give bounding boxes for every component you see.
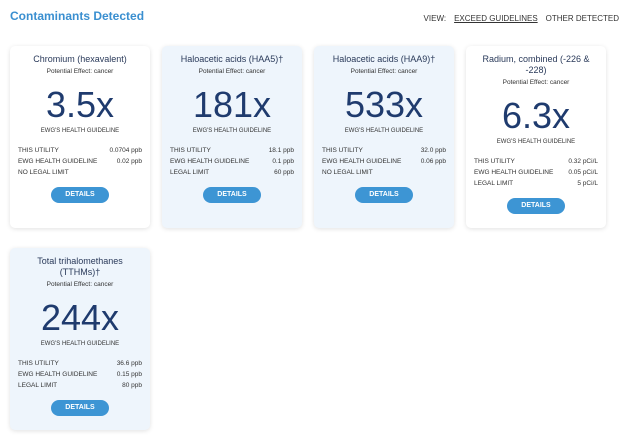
measurement-value: 5 pCi/L <box>577 180 598 187</box>
measurement-rows: THIS UTILITY 0.32 pCi/L EWG HEALTH GUIDELI… <box>474 156 598 189</box>
measurement-rows: THIS UTILITY 36.6 ppb EWG HEALTH GUIDELINE… <box>18 358 142 391</box>
measurement-row: EWG HEALTH GUIDELINE 0.15 ppb <box>18 369 142 380</box>
measurement-label: EWG HEALTH GUIDELINE <box>18 158 98 165</box>
measurement-label: LEGAL LIMIT <box>474 180 514 187</box>
measurement-rows: THIS UTILITY 18.1 ppb EWG HEALTH GUIDELINE… <box>170 145 294 178</box>
measurement-value: 32.0 ppb <box>420 147 446 154</box>
measurement-rows: THIS UTILITY 0.0704 ppb EWG HEALTH GUIDELI… <box>18 145 142 178</box>
measurement-label: EWG HEALTH GUIDELINE <box>474 169 554 176</box>
contaminant-name: Total trihalomethanes (TTHMs)† <box>37 256 123 277</box>
measurement-row: EWG HEALTH GUIDELINE 0.02 ppb <box>18 156 142 167</box>
guideline-multiple: 3.5x <box>45 84 115 125</box>
contaminant-card: Radium, combined (-226 & -228) Potential… <box>466 46 606 228</box>
contaminant-card: Haloacetic acids (HAA5)† Potential Effec… <box>162 46 302 228</box>
measurement-value: 0.02 ppb <box>116 158 142 165</box>
potential-effect: Potential Effect: cancer <box>350 68 418 75</box>
guideline-multiple: 244x <box>40 297 120 338</box>
contaminant-name: Radium, combined (-226 & -228) <box>482 54 590 75</box>
measurement-row: NO LEGAL LIMIT <box>322 167 446 178</box>
measurement-rows: THIS UTILITY 32.0 ppb EWG HEALTH GUIDELINE… <box>322 145 446 178</box>
details-button[interactable]: DETAILS <box>51 187 109 203</box>
measurement-value: 36.6 ppb <box>116 360 142 367</box>
view-exceed-guidelines[interactable]: EXCEED GUIDELINES <box>454 14 538 23</box>
contaminant-name: Haloacetic acids (HAA5)† <box>180 54 284 64</box>
guideline-label: EWG'S HEALTH GUIDELINE <box>40 128 120 134</box>
view-switcher: VIEW: EXCEED GUIDELINES OTHER DETECTED <box>424 14 619 23</box>
measurement-label: NO LEGAL LIMIT <box>18 169 69 176</box>
view-other-detected[interactable]: OTHER DETECTED <box>545 14 619 23</box>
measurement-row: NO LEGAL LIMIT <box>18 167 142 178</box>
measurement-label: LEGAL LIMIT <box>170 169 210 176</box>
guideline-label: EWG'S HEALTH GUIDELINE <box>496 139 576 145</box>
details-button[interactable]: DETAILS <box>355 187 413 203</box>
measurement-row: LEGAL LIMIT 5 pCi/L <box>474 178 598 189</box>
measurement-label: EWG HEALTH GUIDELINE <box>18 371 98 378</box>
measurement-label: LEGAL LIMIT <box>18 382 58 389</box>
measurement-row: THIS UTILITY 32.0 ppb <box>322 145 446 156</box>
guideline-label: EWG'S HEALTH GUIDELINE <box>344 128 424 134</box>
measurement-label: THIS UTILITY <box>18 147 59 154</box>
measurement-value: 0.32 pCi/L <box>568 158 598 165</box>
measurement-value: 0.0704 ppb <box>109 147 142 154</box>
measurement-label: THIS UTILITY <box>170 147 211 154</box>
measurement-label: THIS UTILITY <box>474 158 515 165</box>
measurement-label: EWG HEALTH GUIDELINE <box>322 158 402 165</box>
measurement-value: 0.1 ppb <box>272 158 294 165</box>
details-button[interactable]: DETAILS <box>203 187 261 203</box>
measurement-value: 80 ppb <box>122 382 142 389</box>
contaminant-card: Chromium (hexavalent) Potential Effect: … <box>10 46 150 228</box>
contaminant-name: Chromium (hexavalent) <box>33 54 127 64</box>
guideline-label: EWG'S HEALTH GUIDELINE <box>40 341 120 347</box>
measurement-value: 0.05 pCi/L <box>568 169 598 176</box>
potential-effect: Potential Effect: cancer <box>46 281 114 288</box>
measurement-value: 0.15 ppb <box>116 371 142 378</box>
potential-effect: Potential Effect: cancer <box>502 79 570 86</box>
guideline-multiple: 181x <box>192 84 272 125</box>
details-button[interactable]: DETAILS <box>507 198 565 214</box>
measurement-row: THIS UTILITY 18.1 ppb <box>170 145 294 156</box>
guideline-label: EWG'S HEALTH GUIDELINE <box>192 128 272 134</box>
potential-effect: Potential Effect: cancer <box>46 68 114 75</box>
measurement-row: THIS UTILITY 0.0704 ppb <box>18 145 142 156</box>
contaminant-card: Total trihalomethanes (TTHMs)† Potential… <box>10 248 150 430</box>
guideline-multiple: 533x <box>344 84 424 125</box>
measurement-label: THIS UTILITY <box>322 147 363 154</box>
measurement-label: THIS UTILITY <box>18 360 59 367</box>
measurement-value: 0.06 ppb <box>420 158 446 165</box>
measurement-label: EWG HEALTH GUIDELINE <box>170 158 250 165</box>
guideline-multiple: 6.3x <box>501 95 571 136</box>
contaminant-name: Haloacetic acids (HAA9)† <box>332 54 436 64</box>
potential-effect: Potential Effect: cancer <box>198 68 266 75</box>
measurement-value: 18.1 ppb <box>268 147 294 154</box>
measurement-row: EWG HEALTH GUIDELINE 0.06 ppb <box>322 156 446 167</box>
measurement-row: THIS UTILITY 0.32 pCi/L <box>474 156 598 167</box>
measurement-row: LEGAL LIMIT 60 ppb <box>170 167 294 178</box>
measurement-value: 60 ppb <box>274 169 294 176</box>
measurement-label: NO LEGAL LIMIT <box>322 169 373 176</box>
contaminant-card: Haloacetic acids (HAA9)† Potential Effec… <box>314 46 454 228</box>
view-label: VIEW: <box>423 14 447 23</box>
measurement-row: EWG HEALTH GUIDELINE 0.05 pCi/L <box>474 167 598 178</box>
details-button[interactable]: DETAILS <box>51 400 109 416</box>
measurement-row: THIS UTILITY 36.6 ppb <box>18 358 142 369</box>
measurement-row: EWG HEALTH GUIDELINE 0.1 ppb <box>170 156 294 167</box>
section-title: Contaminants Detected <box>10 9 145 23</box>
measurement-row: LEGAL LIMIT 80 ppb <box>18 380 142 391</box>
